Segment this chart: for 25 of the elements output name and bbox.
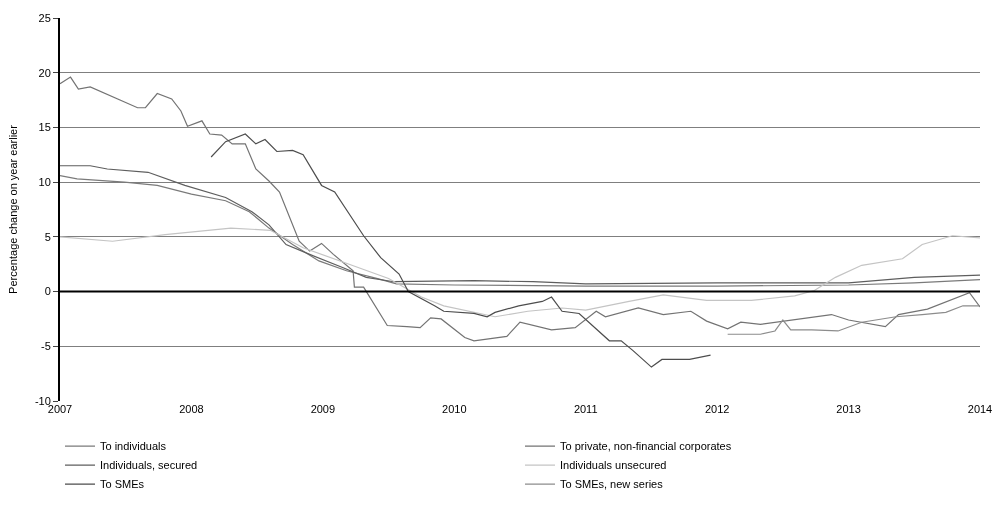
legend-label: To SMEs (100, 478, 145, 491)
legend-label: To private, non-financial corporates (560, 440, 732, 453)
y-tick-label: -5 (41, 340, 51, 353)
y-axis-title: Percentage change on year earlier (7, 124, 20, 294)
y-tick-label: 0 (44, 285, 51, 298)
line-series (60, 76, 980, 342)
line-series (60, 227, 980, 318)
y-tick-label: 20 (38, 66, 51, 79)
y-tick-label: 5 (44, 230, 51, 243)
x-tick-label: 2008 (179, 403, 204, 415)
legend-label: To individuals (100, 440, 167, 453)
x-tick-label: 2012 (704, 403, 730, 415)
legend-label: Individuals, secured (100, 459, 198, 472)
x-tick-label: 2009 (310, 403, 336, 415)
line-series (210, 133, 712, 368)
x-tick-label: 2013 (836, 403, 861, 415)
y-tick-label: 25 (38, 11, 51, 24)
legend-label: Individuals unsecured (560, 459, 667, 472)
y-tick-label: 15 (38, 121, 51, 134)
x-tick-label: 2010 (442, 403, 467, 415)
line-series (727, 305, 980, 335)
y-tick-label: 10 (38, 175, 51, 188)
legend-label: To SMEs, new series (560, 478, 664, 491)
x-tick-label: 2011 (573, 403, 598, 415)
x-tick-label: 2014 (967, 403, 993, 415)
